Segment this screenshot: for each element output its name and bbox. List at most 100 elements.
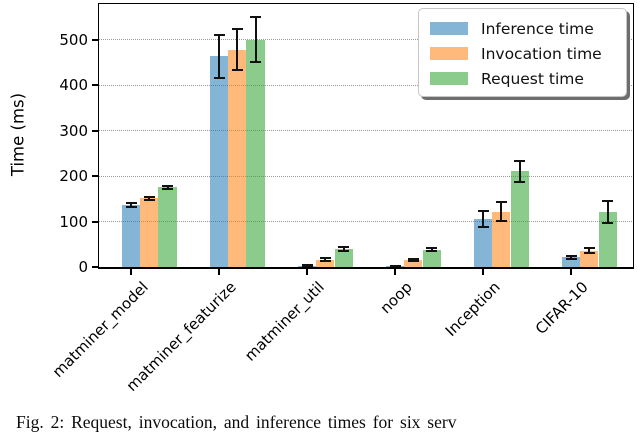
y-tick-500 (92, 38, 98, 41)
x-tick-matminer_util (306, 269, 308, 275)
x-tick-matminer_model (130, 269, 132, 275)
error-bar-cap (565, 257, 577, 260)
error-bar-cap (407, 258, 419, 261)
legend-item-inference: Inference time (419, 16, 626, 41)
error-bar-cap (213, 33, 225, 36)
y-tick-label-500: 500 (59, 30, 88, 49)
x-tick-noop (394, 269, 396, 275)
y-tick-label-100: 100 (59, 212, 88, 231)
y-axis-title: Time (ms) (8, 92, 28, 177)
error-bar-cap (250, 61, 262, 64)
error-bar-cap (125, 202, 137, 205)
error-bar-cap (319, 260, 331, 263)
error-bar (570, 256, 572, 259)
legend: Inference time Invocation time Request t… (418, 8, 627, 97)
bar-noop-2 (422, 249, 441, 267)
error-bar-cap (301, 265, 313, 268)
error-bar-cap (583, 247, 595, 250)
bar-matminer_featurize-1 (228, 49, 247, 267)
x-tick-CIFAR-10 (570, 269, 572, 275)
y-tick-label-400: 400 (59, 76, 88, 94)
error-bar (518, 160, 521, 182)
error-bar-cap (477, 209, 489, 212)
bar-CIFAR-10-0 (561, 257, 581, 267)
bar-CIFAR-10-2 (598, 211, 617, 267)
error-bar (218, 34, 220, 79)
error-bar-cap (301, 264, 313, 267)
error-bar-cap (495, 219, 507, 222)
y-tick-label-300: 300 (59, 121, 88, 140)
error-bar (606, 200, 609, 224)
error-bar-cap (565, 255, 577, 258)
error-bar (500, 202, 503, 221)
error-bar-cap (250, 15, 262, 18)
gridline-400 (99, 84, 632, 86)
y-tick-0 (92, 266, 98, 268)
error-bar-cap (319, 257, 331, 260)
error-bar (254, 16, 257, 63)
y-tick-label-0: 0 (78, 258, 88, 276)
legend-label-inference: Inference time (481, 19, 594, 38)
error-bar (482, 210, 484, 227)
bar-matminer_model-0 (121, 205, 141, 267)
error-bar-cap (125, 205, 137, 208)
error-bar-cap (231, 69, 243, 72)
y-tick-label-200: 200 (59, 167, 88, 185)
error-bar-cap (162, 184, 174, 187)
invocation-color-swatch (430, 47, 468, 60)
error-bar (166, 185, 169, 190)
error-bar-cap (602, 222, 614, 225)
bar-CIFAR-10-1 (580, 250, 599, 267)
gridline-200 (99, 175, 632, 177)
bar-matminer_featurize-0 (209, 56, 229, 267)
error-bar-cap (426, 250, 438, 253)
error-bar-cap (143, 195, 155, 198)
bar-matminer_util-2 (334, 248, 353, 267)
bar-Inception-1 (492, 211, 511, 267)
gridline-500 (99, 39, 632, 41)
error-bar-cap (426, 247, 438, 250)
error-bar (588, 248, 591, 253)
error-bar-cap (389, 265, 401, 268)
figure-caption: Fig. 2: Request, invocation, and inferen… (16, 412, 457, 432)
legend-label-invocation: Invocation time (481, 44, 602, 63)
error-bar-cap (338, 246, 350, 248)
x-tick-matminer_featurize (218, 269, 220, 275)
x-tick-Inception (482, 269, 484, 275)
y-tick-400 (92, 84, 98, 86)
error-bar-cap (143, 199, 155, 202)
error-bar (430, 248, 433, 251)
y-tick-100 (92, 220, 98, 223)
error-bar-cap (583, 251, 595, 254)
y-tick-200 (92, 175, 98, 177)
error-bar-cap (213, 77, 225, 80)
error-bar-cap (602, 199, 614, 202)
error-bar-cap (495, 201, 507, 204)
gridline-100 (99, 221, 632, 223)
bar-matminer_featurize-2 (246, 39, 265, 267)
bar-Inception-2 (510, 171, 529, 267)
error-bar (130, 203, 132, 207)
error-bar (148, 196, 151, 201)
bar-matminer_model-1 (140, 198, 159, 267)
error-bar-cap (477, 226, 489, 228)
error-bar-cap (231, 27, 243, 30)
error-bar (324, 258, 327, 262)
error-bar-cap (338, 249, 350, 252)
legend-item-request: Request time (419, 66, 626, 91)
inference-color-swatch (430, 22, 468, 35)
bar-matminer_util-1 (316, 259, 335, 267)
error-bar (342, 247, 345, 251)
error-bar-cap (407, 260, 419, 263)
bar-noop-1 (404, 260, 423, 267)
legend-item-invocation: Invocation time (419, 41, 626, 66)
y-tick-300 (92, 129, 98, 132)
gridline-300 (99, 130, 632, 132)
request-color-swatch (430, 72, 468, 85)
error-bar (236, 28, 239, 71)
bar-matminer_model-2 (158, 187, 177, 267)
bar-Inception-0 (473, 218, 493, 267)
error-bar-cap (514, 180, 526, 183)
legend-label-request: Request time (481, 69, 584, 88)
